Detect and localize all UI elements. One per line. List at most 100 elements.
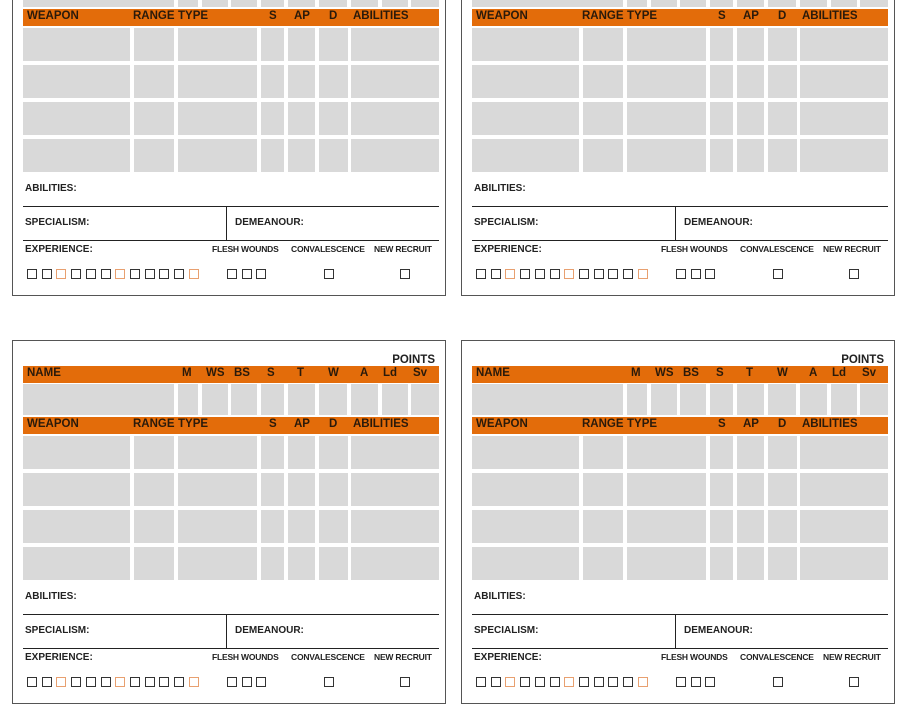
weapon-cell-s[interactable]	[261, 139, 284, 172]
weapon-cell-type[interactable]	[178, 473, 257, 506]
weapon-cell-abilities[interactable]	[351, 28, 439, 61]
stat-cell-t[interactable]	[288, 384, 315, 415]
stat-cell-name[interactable]	[23, 384, 174, 415]
stat-cell-m[interactable]	[178, 0, 198, 7]
weapon-cell-ap[interactable]	[737, 28, 764, 61]
weapon-cell-s[interactable]	[261, 547, 284, 580]
flesh-wound-checkbox[interactable]	[227, 269, 237, 279]
weapon-cell-weapon[interactable]	[472, 65, 579, 98]
weapon-cell-weapon[interactable]	[23, 473, 130, 506]
weapon-cell-s[interactable]	[261, 28, 284, 61]
weapon-cell-d[interactable]	[768, 473, 797, 506]
weapon-cell-d[interactable]	[319, 436, 348, 469]
weapon-cell-type[interactable]	[627, 510, 706, 543]
experience-checkbox[interactable]	[159, 677, 170, 687]
weapon-cell-weapon[interactable]	[472, 510, 579, 543]
weapon-cell-d[interactable]	[319, 510, 348, 543]
weapon-cell-type[interactable]	[178, 139, 257, 172]
new-recruit-checkbox[interactable]	[400, 269, 410, 279]
weapon-cell-abilities[interactable]	[351, 473, 439, 506]
experience-checkbox[interactable]	[564, 677, 575, 687]
experience-checkbox[interactable]	[520, 269, 531, 279]
weapon-cell-ap[interactable]	[288, 473, 315, 506]
experience-checkbox[interactable]	[71, 677, 82, 687]
convalescence-checkbox[interactable]	[324, 269, 334, 279]
experience-checkbox[interactable]	[174, 269, 184, 279]
new-recruit-checkbox[interactable]	[400, 677, 410, 687]
experience-checkbox[interactable]	[41, 269, 52, 279]
experience-checkbox[interactable]	[623, 269, 633, 279]
weapon-cell-weapon[interactable]	[472, 28, 579, 61]
weapon-cell-range[interactable]	[583, 65, 623, 98]
weapon-cell-range[interactable]	[583, 102, 623, 135]
stat-cell-name[interactable]	[472, 384, 623, 415]
weapon-cell-ap[interactable]	[288, 436, 315, 469]
experience-checkbox[interactable]	[129, 269, 140, 279]
experience-checkbox[interactable]	[85, 269, 96, 279]
weapon-cell-abilities[interactable]	[800, 436, 888, 469]
stat-cell-ld[interactable]	[831, 384, 857, 415]
weapon-cell-range[interactable]	[134, 139, 174, 172]
weapon-cell-abilities[interactable]	[800, 139, 888, 172]
weapon-cell-ap[interactable]	[288, 547, 315, 580]
experience-checkbox[interactable]	[188, 677, 199, 687]
stat-cell-name[interactable]	[23, 0, 174, 7]
weapon-cell-type[interactable]	[178, 510, 257, 543]
experience-checkbox[interactable]	[100, 269, 111, 279]
stat-cell-t[interactable]	[737, 0, 764, 7]
stat-cell-a[interactable]	[351, 0, 378, 7]
stat-cell-w[interactable]	[768, 0, 796, 7]
stat-cell-s[interactable]	[261, 384, 284, 415]
weapon-cell-range[interactable]	[583, 473, 623, 506]
experience-checkbox[interactable]	[534, 677, 545, 687]
experience-checkbox[interactable]	[85, 677, 96, 687]
weapon-cell-range[interactable]	[583, 436, 623, 469]
weapon-cell-weapon[interactable]	[23, 436, 130, 469]
experience-checkbox[interactable]	[549, 269, 560, 279]
weapon-cell-ap[interactable]	[288, 28, 315, 61]
weapon-cell-weapon[interactable]	[472, 547, 579, 580]
experience-checkbox[interactable]	[637, 269, 648, 279]
stat-cell-ld[interactable]	[382, 0, 408, 7]
weapon-cell-type[interactable]	[627, 65, 706, 98]
experience-checkbox[interactable]	[56, 677, 67, 687]
weapon-cell-ap[interactable]	[288, 65, 315, 98]
stat-cell-ws[interactable]	[202, 0, 228, 7]
weapon-cell-range[interactable]	[583, 547, 623, 580]
weapon-cell-weapon[interactable]	[23, 139, 130, 172]
weapon-cell-weapon[interactable]	[472, 436, 579, 469]
weapon-cell-abilities[interactable]	[351, 102, 439, 135]
stat-cell-ld[interactable]	[382, 384, 408, 415]
weapon-cell-abilities[interactable]	[800, 473, 888, 506]
weapon-cell-type[interactable]	[178, 547, 257, 580]
weapon-cell-s[interactable]	[261, 65, 284, 98]
experience-checkbox[interactable]	[129, 677, 140, 687]
convalescence-checkbox[interactable]	[773, 677, 783, 687]
experience-checkbox[interactable]	[476, 269, 486, 279]
flesh-wound-checkbox[interactable]	[676, 677, 686, 687]
experience-checkbox[interactable]	[623, 677, 633, 687]
weapon-cell-range[interactable]	[583, 139, 623, 172]
weapon-cell-type[interactable]	[627, 436, 706, 469]
weapon-cell-weapon[interactable]	[23, 28, 130, 61]
stat-cell-bs[interactable]	[680, 0, 706, 7]
weapon-cell-range[interactable]	[583, 28, 623, 61]
experience-checkbox[interactable]	[71, 269, 82, 279]
weapon-cell-ap[interactable]	[737, 102, 764, 135]
stat-cell-m[interactable]	[627, 384, 647, 415]
weapon-cell-weapon[interactable]	[23, 102, 130, 135]
stat-cell-s[interactable]	[710, 384, 733, 415]
convalescence-checkbox[interactable]	[324, 677, 334, 687]
weapon-cell-d[interactable]	[768, 547, 797, 580]
weapon-cell-range[interactable]	[134, 102, 174, 135]
experience-checkbox[interactable]	[174, 677, 184, 687]
flesh-wound-checkbox[interactable]	[690, 269, 701, 279]
weapon-cell-weapon[interactable]	[23, 65, 130, 98]
stat-cell-sv[interactable]	[411, 0, 439, 7]
weapon-cell-abilities[interactable]	[800, 102, 888, 135]
flesh-wound-checkbox[interactable]	[227, 677, 237, 687]
weapon-cell-d[interactable]	[768, 102, 797, 135]
stat-cell-m[interactable]	[627, 0, 647, 7]
experience-checkbox[interactable]	[490, 269, 501, 279]
weapon-cell-type[interactable]	[178, 65, 257, 98]
